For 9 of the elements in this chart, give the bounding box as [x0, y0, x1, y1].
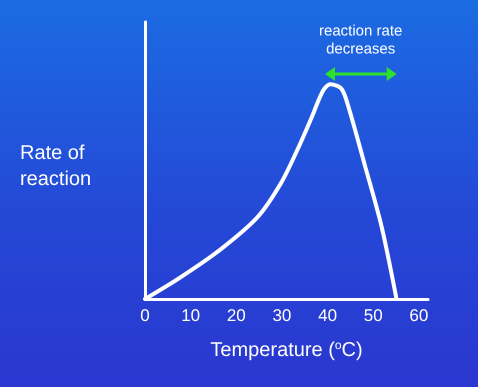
x-tick-label: 60 — [409, 306, 428, 325]
x-tick-label: 30 — [272, 306, 292, 325]
x-tick-label: 20 — [226, 306, 246, 325]
x-tick-label: 10 — [181, 306, 200, 325]
x-tick-label: 50 — [364, 306, 383, 325]
y-axis-title: Rate of reaction — [20, 142, 92, 190]
text: reaction rate decreases — [318, 22, 402, 58]
x-tick-label: 40 — [318, 306, 338, 325]
x-tick-label: 0 — [140, 306, 150, 325]
